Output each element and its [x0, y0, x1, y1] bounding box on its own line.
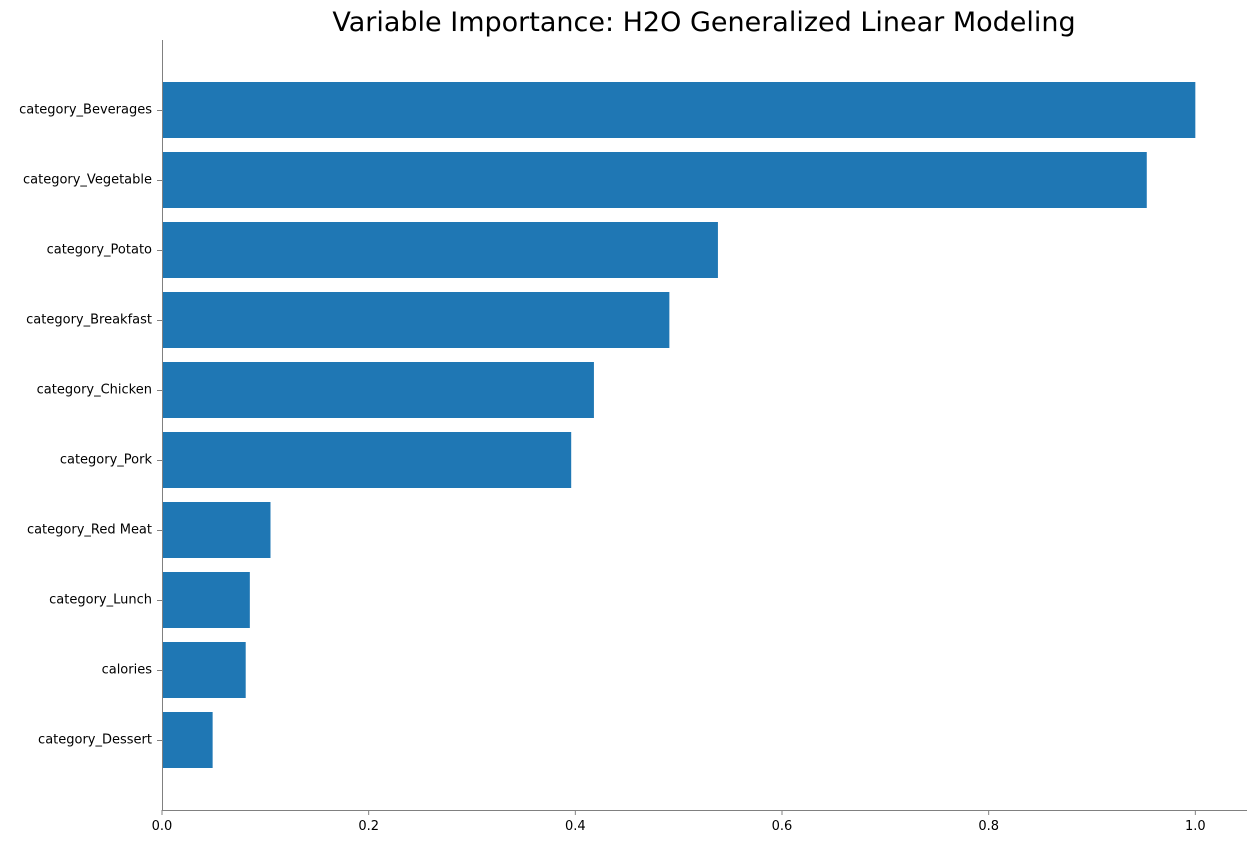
bar-calories	[162, 642, 246, 698]
x-tick-label: 0.2	[358, 819, 379, 834]
bar-category-red-meat	[162, 502, 271, 558]
bar-category-pork	[162, 432, 572, 488]
bar-category-dessert	[162, 712, 213, 768]
x-tick-label: 0.0	[152, 819, 173, 834]
y-tick-label: category_Lunch	[49, 593, 152, 608]
bar-category-breakfast	[162, 292, 670, 348]
x-tick-label: 0.4	[565, 819, 586, 834]
y-tick-label: calories	[102, 663, 153, 678]
chart-title: Variable Importance: H2O Generalized Lin…	[332, 7, 1075, 38]
bar-category-beverages	[162, 82, 1196, 138]
y-tick-label: category_Dessert	[38, 733, 152, 748]
bar-category-chicken	[162, 362, 594, 418]
y-tick-labels: category_Beverages category_Vegetablecate…	[19, 103, 162, 748]
bars-group	[162, 82, 1196, 768]
y-tick-label: category_Potato	[47, 243, 152, 258]
bar-category-vegetable	[162, 152, 1147, 208]
y-tick-label: category_Chicken	[37, 383, 152, 398]
x-axis: 0.0 0.2 0.4 0.6 0.8 1.0	[152, 810, 1206, 834]
y-tick-label: category_Red Meat	[27, 523, 152, 538]
y-tick-label: category_Breakfast	[26, 313, 152, 328]
y-tick-label: category_Beverages	[19, 103, 152, 118]
y-tick-label: category_Pork	[60, 453, 153, 468]
x-tick-label: 0.6	[772, 819, 793, 834]
bar-category-lunch	[162, 572, 250, 628]
x-tick-label: 0.8	[978, 819, 999, 834]
x-tick-label: 1.0	[1185, 819, 1206, 834]
bar-category-potato	[162, 222, 718, 278]
y-tick-label: category_Vegetable	[23, 173, 152, 188]
